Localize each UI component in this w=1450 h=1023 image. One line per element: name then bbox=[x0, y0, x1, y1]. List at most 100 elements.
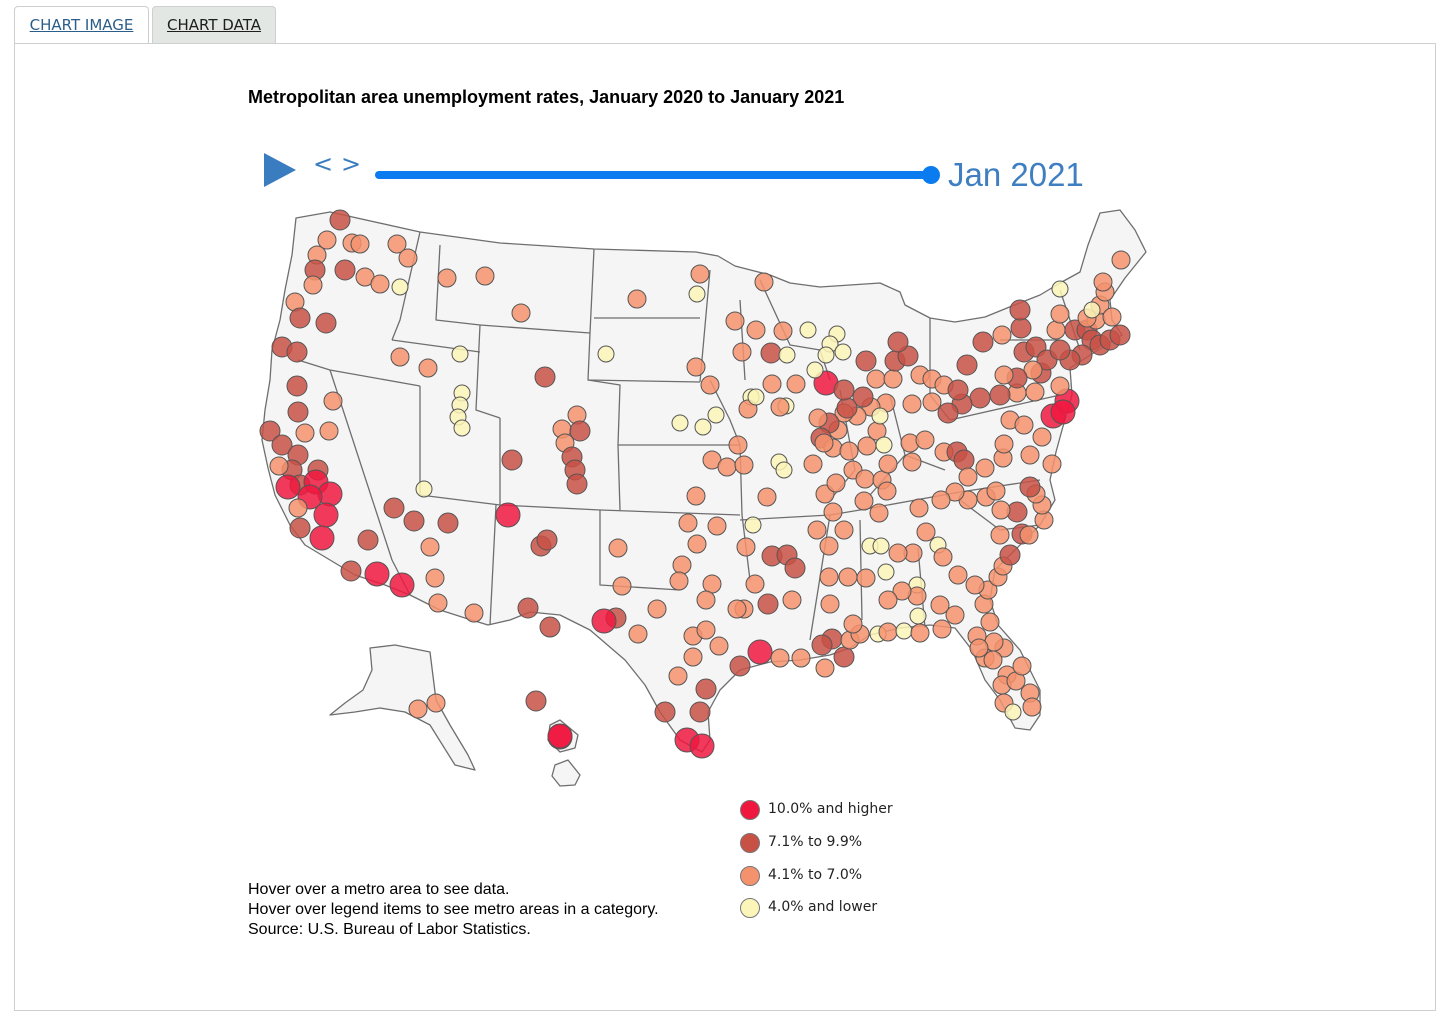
metro-marker[interactable] bbox=[877, 563, 895, 581]
metro-marker[interactable] bbox=[1004, 703, 1022, 721]
metro-marker[interactable] bbox=[770, 648, 790, 668]
metro-marker[interactable] bbox=[888, 543, 908, 563]
metro-marker[interactable] bbox=[937, 402, 959, 424]
metro-marker[interactable] bbox=[969, 638, 989, 658]
slider-handle[interactable] bbox=[922, 166, 940, 184]
metro-marker[interactable] bbox=[958, 467, 978, 487]
metro-marker[interactable] bbox=[892, 581, 912, 601]
metro-marker[interactable] bbox=[791, 648, 811, 668]
metro-marker[interactable] bbox=[1093, 272, 1113, 292]
metro-marker[interactable] bbox=[309, 525, 335, 551]
metro-marker[interactable] bbox=[566, 473, 588, 495]
metro-marker[interactable] bbox=[275, 474, 301, 500]
metro-marker[interactable] bbox=[511, 303, 531, 323]
metro-marker[interactable] bbox=[855, 350, 877, 372]
metro-marker[interactable] bbox=[922, 392, 942, 412]
metro-marker[interactable] bbox=[902, 452, 922, 472]
previous-button[interactable]: < bbox=[313, 150, 334, 178]
metro-marker[interactable] bbox=[608, 538, 628, 558]
metro-marker[interactable] bbox=[707, 516, 727, 536]
metro-marker[interactable] bbox=[668, 666, 688, 686]
metro-marker[interactable] bbox=[707, 406, 725, 424]
metro-marker[interactable] bbox=[525, 690, 547, 712]
metro-marker[interactable] bbox=[269, 456, 289, 476]
metro-marker[interactable] bbox=[910, 623, 930, 643]
metro-marker[interactable] bbox=[420, 537, 440, 557]
metro-marker[interactable] bbox=[878, 590, 898, 610]
metro-marker[interactable] bbox=[725, 311, 745, 331]
metro-marker[interactable] bbox=[418, 358, 438, 378]
metro-marker[interactable] bbox=[1046, 320, 1066, 340]
metro-marker[interactable] bbox=[854, 491, 874, 511]
metro-marker[interactable] bbox=[760, 342, 782, 364]
metro-marker[interactable] bbox=[647, 599, 667, 619]
metro-marker[interactable] bbox=[364, 561, 390, 587]
metro-marker[interactable] bbox=[686, 357, 706, 377]
metro-marker[interactable] bbox=[329, 209, 351, 231]
metro-marker[interactable] bbox=[932, 619, 952, 639]
metro-marker[interactable] bbox=[782, 590, 802, 610]
metro-marker[interactable] bbox=[687, 534, 707, 554]
metro-marker[interactable] bbox=[965, 575, 985, 595]
metro-marker[interactable] bbox=[591, 608, 617, 634]
metro-marker[interactable] bbox=[744, 516, 762, 534]
metro-marker[interactable] bbox=[695, 678, 717, 700]
metro-marker[interactable] bbox=[271, 434, 293, 456]
metro-marker[interactable] bbox=[391, 278, 409, 296]
metro-marker[interactable] bbox=[866, 369, 886, 389]
metro-marker[interactable] bbox=[426, 693, 446, 713]
metro-marker[interactable] bbox=[678, 513, 698, 533]
metro-marker[interactable] bbox=[947, 379, 969, 401]
metro-marker[interactable] bbox=[834, 343, 852, 361]
metro-marker[interactable] bbox=[916, 522, 936, 542]
metro-marker[interactable] bbox=[855, 469, 875, 489]
metro-marker[interactable] bbox=[1020, 445, 1040, 465]
metro-marker[interactable] bbox=[398, 248, 418, 268]
metro-marker[interactable] bbox=[289, 517, 311, 539]
metro-marker[interactable] bbox=[1051, 280, 1069, 298]
metro-marker[interactable] bbox=[688, 285, 706, 303]
metro-marker[interactable] bbox=[569, 420, 591, 442]
metro-marker[interactable] bbox=[895, 622, 913, 640]
metro-marker[interactable] bbox=[1019, 476, 1041, 498]
metro-marker[interactable] bbox=[992, 325, 1012, 345]
metro-marker[interactable] bbox=[319, 421, 339, 441]
play-icon[interactable] bbox=[263, 152, 297, 188]
metro-marker[interactable] bbox=[972, 331, 994, 353]
metro-marker[interactable] bbox=[425, 568, 445, 588]
metro-marker[interactable] bbox=[317, 230, 337, 250]
metro-marker[interactable] bbox=[991, 500, 1011, 520]
metro-marker[interactable] bbox=[709, 636, 729, 656]
metro-marker[interactable] bbox=[696, 590, 716, 610]
metro-marker[interactable] bbox=[1022, 697, 1042, 717]
metro-marker[interactable] bbox=[994, 365, 1014, 385]
metro-marker[interactable] bbox=[833, 379, 855, 401]
metro-marker[interactable] bbox=[315, 312, 337, 334]
metro-marker[interactable] bbox=[357, 529, 379, 551]
metro-marker[interactable] bbox=[975, 458, 995, 478]
metro-marker[interactable] bbox=[408, 699, 428, 719]
metro-marker[interactable] bbox=[953, 449, 975, 471]
metro-marker[interactable] bbox=[671, 414, 689, 432]
metro-marker[interactable] bbox=[770, 397, 790, 417]
metro-marker[interactable] bbox=[696, 620, 716, 640]
metro-marker[interactable] bbox=[826, 473, 846, 493]
metro-marker[interactable] bbox=[1010, 317, 1032, 339]
metro-marker[interactable] bbox=[547, 723, 573, 749]
metro-marker[interactable] bbox=[389, 572, 415, 598]
metro-marker[interactable] bbox=[948, 565, 968, 585]
metro-marker[interactable] bbox=[877, 481, 897, 501]
metro-marker[interactable] bbox=[736, 537, 756, 557]
metro-marker[interactable] bbox=[820, 594, 840, 614]
metro-marker[interactable] bbox=[1012, 656, 1032, 676]
metro-marker[interactable] bbox=[778, 346, 796, 364]
metro-marker[interactable] bbox=[930, 595, 950, 615]
metro-marker[interactable] bbox=[814, 433, 834, 453]
metro-marker[interactable] bbox=[933, 547, 953, 567]
metro-marker[interactable] bbox=[689, 701, 711, 723]
metro-marker[interactable] bbox=[1050, 304, 1070, 324]
metro-marker[interactable] bbox=[823, 502, 843, 522]
metro-marker[interactable] bbox=[887, 331, 909, 353]
metro-marker[interactable] bbox=[994, 434, 1014, 454]
metro-marker[interactable] bbox=[806, 361, 824, 379]
